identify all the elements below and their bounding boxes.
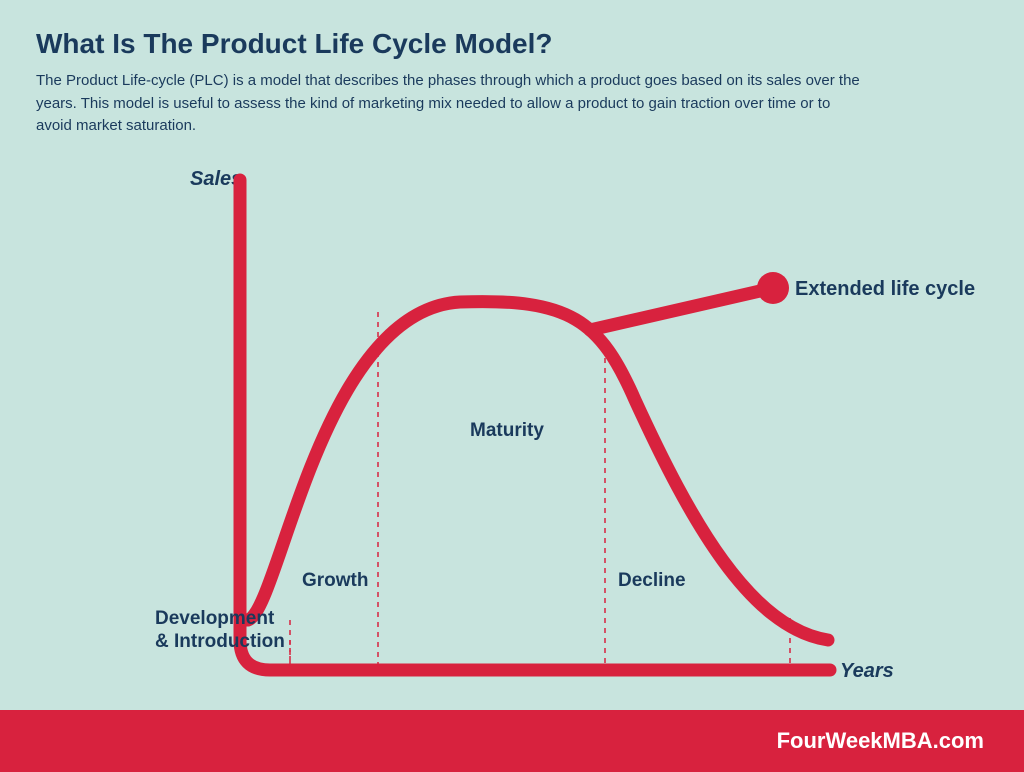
phase-growth: Growth [302,570,369,592]
phase-decline: Decline [618,570,686,592]
footer-bar: FourWeekMBA.com [0,710,1024,772]
phase-maturity: Maturity [470,420,544,442]
extended-life-cycle-label: Extended life cycle [795,278,975,301]
footer-brand: FourWeekMBA.com [777,728,984,754]
extended-branch-line [590,288,773,330]
extended-dot [757,272,789,304]
phase-development: Development& Introduction [155,608,285,654]
lifecycle-chart-svg [0,0,1024,772]
